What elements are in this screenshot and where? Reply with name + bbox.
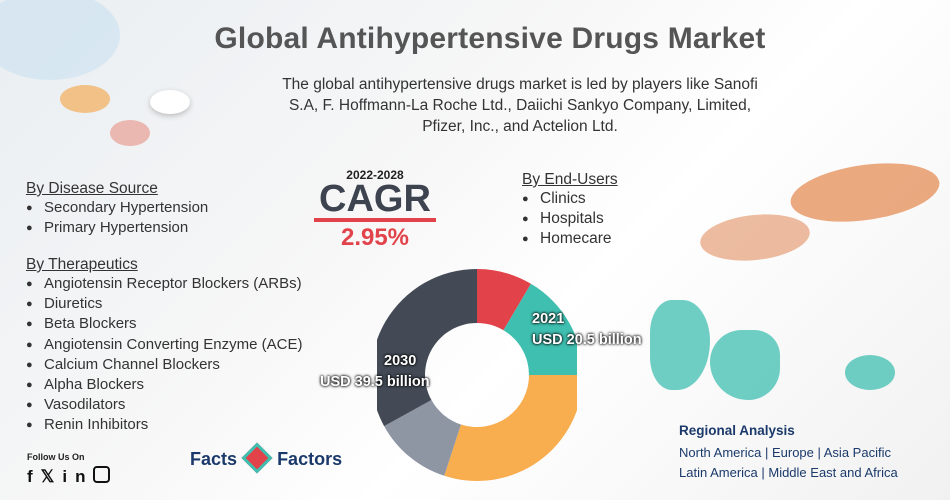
therapeutics-heading: By Therapeutics <box>26 256 138 273</box>
linkedin-icon[interactable]: in <box>62 467 94 486</box>
label-2021-value: USD 20.5 billion <box>532 332 642 348</box>
facts-factors-logo: Facts Factors <box>190 442 343 474</box>
pill-decoration <box>697 209 813 266</box>
world-map <box>845 355 895 390</box>
donut-segment-1 <box>503 283 577 375</box>
follow-us: Follow Us On f𝕏in <box>27 452 111 487</box>
pill-decoration <box>110 120 150 146</box>
pill-decoration <box>150 90 190 114</box>
donut-segment-0 <box>477 269 531 331</box>
list-item: Homecare <box>522 229 618 249</box>
list-item: Angiotensin Converting Enzyme (ACE) <box>26 335 302 355</box>
donut-segment-2 <box>444 375 577 482</box>
list-item: Clinics <box>522 189 618 209</box>
label-2030-year: 2030 <box>384 353 417 369</box>
market-donut-chart <box>377 269 577 482</box>
regional-analysis: Regional Analysis North America | Europe… <box>679 423 898 483</box>
subtitle: The global antihypertensive drugs market… <box>282 76 758 135</box>
cagr-value: 2.95% <box>340 224 410 251</box>
world-map <box>650 300 710 390</box>
regional-heading: Regional Analysis <box>679 423 795 438</box>
list-item: Diuretics <box>26 294 302 314</box>
pill-decoration <box>786 154 944 231</box>
world-map <box>710 330 780 400</box>
facebook-icon[interactable]: f <box>27 467 41 486</box>
list-item: Alpha Blockers <box>26 375 302 395</box>
pill-decoration <box>60 85 110 113</box>
donut-segment-3 <box>384 400 461 476</box>
list-item: Secondary Hypertension <box>26 198 208 218</box>
end-users-heading: By End-Users <box>522 171 618 188</box>
page-title: Global Antihypertensive Drugs Market <box>214 22 766 55</box>
label-2021-year: 2021 <box>532 311 565 327</box>
list-item: Angiotensin Receptor Blockers (ARBs) <box>26 274 302 294</box>
cagr-label: CAGR <box>319 178 431 220</box>
logo-word-1: Facts <box>190 449 238 469</box>
list-item: Beta Blockers <box>26 314 302 334</box>
cagr-underline <box>314 218 436 222</box>
list-item: Hospitals <box>522 209 618 229</box>
regional-line-2: Latin America | Middle East and Africa <box>679 465 898 480</box>
logo-mark-icon <box>241 442 273 474</box>
follow-label: Follow Us On <box>27 452 85 462</box>
cagr-block: 2022-2028 CAGR 2.95% <box>310 168 440 252</box>
twitter-icon[interactable]: 𝕏 <box>40 467 63 486</box>
logo-word-2: Factors <box>277 449 343 469</box>
instagram-icon[interactable] <box>93 466 111 483</box>
regional-line-1: North America | Europe | Asia Pacific <box>679 445 891 460</box>
donut-segment-4 <box>377 269 477 427</box>
list-item: Calcium Channel Blockers <box>26 355 302 375</box>
disease-source-section: By Disease Source Secondary Hypertension… <box>26 180 208 238</box>
list-item: Primary Hypertension <box>26 218 208 238</box>
label-2030-value: USD 39.5 billion <box>320 374 430 390</box>
therapeutics-section: By Therapeutics Angiotensin Receptor Blo… <box>26 256 302 436</box>
list-item: Vasodilators <box>26 395 302 415</box>
cagr-years: 2022-2028 <box>346 168 404 182</box>
end-users-section: By End-Users Clinics Hospitals Homecare <box>522 171 618 250</box>
disease-source-heading: By Disease Source <box>26 180 158 197</box>
list-item: Renin Inhibitors <box>26 415 302 435</box>
